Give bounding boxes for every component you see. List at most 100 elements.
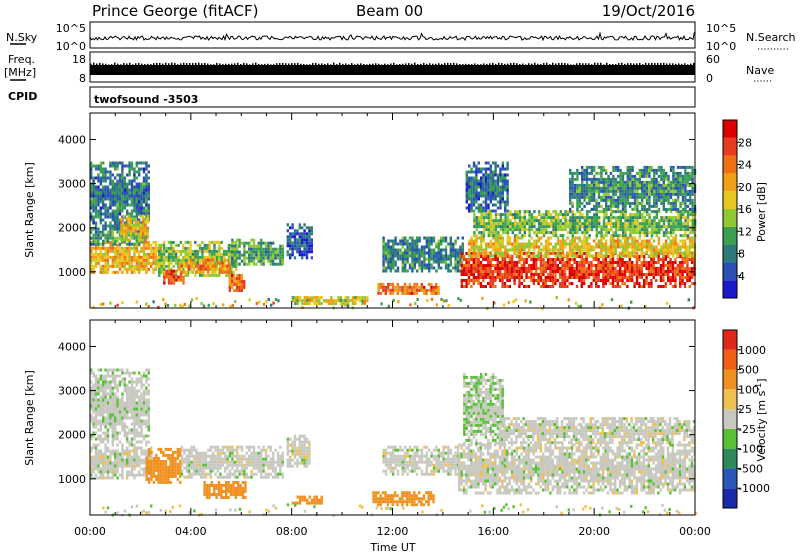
power-cell bbox=[555, 219, 557, 222]
power-cell bbox=[209, 265, 211, 268]
power-cell bbox=[567, 255, 569, 258]
power-cell bbox=[583, 282, 585, 285]
power-cell bbox=[648, 213, 650, 216]
power-cell bbox=[490, 234, 492, 237]
freq-tick bbox=[606, 63, 608, 66]
power-cell bbox=[440, 237, 442, 240]
power-cell bbox=[148, 204, 150, 207]
power-cell bbox=[617, 187, 619, 190]
power-cell bbox=[588, 199, 590, 202]
power-cell bbox=[390, 246, 392, 249]
power-cell bbox=[116, 247, 118, 250]
power-cell bbox=[468, 273, 470, 276]
power-cell bbox=[142, 218, 144, 221]
power-cell bbox=[653, 169, 655, 172]
power-cell bbox=[487, 189, 489, 192]
power-cell bbox=[617, 190, 619, 193]
power-cell bbox=[672, 279, 674, 282]
power-cell bbox=[480, 216, 482, 219]
power-cell bbox=[213, 244, 215, 247]
power-cell bbox=[450, 255, 452, 258]
power-cell bbox=[392, 255, 394, 258]
power-cell bbox=[506, 255, 508, 258]
power-cell bbox=[114, 177, 116, 180]
power-cell bbox=[270, 254, 272, 257]
power-cell bbox=[394, 264, 396, 267]
power-cell bbox=[416, 270, 418, 273]
power-cell bbox=[238, 242, 240, 245]
power-cell bbox=[569, 222, 571, 225]
freq-tick bbox=[147, 64, 149, 66]
freq-tick bbox=[537, 64, 539, 66]
freq-tick bbox=[612, 64, 614, 65]
power-cell bbox=[583, 205, 585, 208]
power-cell bbox=[665, 264, 667, 267]
power-cell bbox=[170, 259, 172, 262]
power-cell bbox=[579, 219, 581, 222]
power-cell bbox=[260, 242, 262, 245]
power-cell bbox=[92, 204, 94, 207]
power-cell bbox=[648, 282, 650, 285]
power-cell bbox=[166, 270, 168, 273]
power-cell bbox=[543, 246, 545, 249]
power-cell bbox=[593, 264, 595, 267]
power-cell bbox=[180, 259, 182, 262]
power-cell bbox=[574, 240, 576, 243]
power-cell bbox=[617, 216, 619, 219]
power-cell bbox=[238, 263, 240, 266]
power-cell bbox=[487, 258, 489, 261]
power-cell bbox=[499, 192, 501, 195]
power-cell bbox=[100, 231, 102, 234]
power-cell bbox=[684, 252, 686, 255]
power-cell bbox=[564, 285, 566, 288]
power-cell bbox=[651, 184, 653, 187]
power-cell bbox=[631, 178, 633, 181]
power-cell bbox=[452, 249, 454, 252]
power-cell bbox=[475, 255, 477, 258]
power-cell bbox=[221, 268, 223, 271]
power-cell bbox=[499, 186, 501, 189]
power-cell bbox=[605, 282, 607, 285]
power-cell bbox=[555, 249, 557, 252]
power-cell bbox=[399, 286, 401, 289]
power-cell bbox=[487, 186, 489, 189]
power-cell bbox=[584, 219, 586, 222]
power-cell bbox=[238, 274, 240, 277]
power-cell bbox=[691, 255, 693, 258]
power-cell bbox=[140, 162, 142, 165]
power-cell bbox=[104, 180, 106, 183]
power-cell bbox=[311, 238, 313, 241]
power-cell bbox=[181, 268, 183, 271]
power-cell bbox=[253, 263, 255, 266]
power-cell bbox=[502, 177, 504, 180]
power-cell bbox=[641, 261, 643, 264]
power-cell bbox=[216, 253, 218, 256]
power-cell bbox=[124, 183, 126, 186]
power-cell bbox=[274, 257, 276, 260]
freq-tick bbox=[189, 63, 191, 66]
power-cell bbox=[487, 276, 489, 279]
freq-tick bbox=[261, 64, 263, 65]
power-cell bbox=[646, 243, 648, 246]
power-cell bbox=[143, 256, 145, 259]
power-cell bbox=[583, 267, 585, 270]
power-cell bbox=[423, 286, 425, 289]
power-cell bbox=[646, 181, 648, 184]
power-cell bbox=[183, 265, 185, 268]
power-cell bbox=[583, 264, 585, 267]
power-cell bbox=[142, 239, 144, 242]
power-cell bbox=[607, 252, 609, 255]
power-cell bbox=[140, 192, 142, 195]
power-cell bbox=[499, 174, 501, 177]
power-cell bbox=[627, 166, 629, 169]
power-cell bbox=[598, 252, 600, 255]
power-cell bbox=[624, 246, 626, 249]
power-cell bbox=[238, 239, 240, 242]
freq-tick bbox=[438, 63, 440, 65]
power-cell bbox=[482, 183, 484, 186]
power-cell bbox=[624, 264, 626, 267]
power-cell bbox=[605, 270, 607, 273]
power-cell bbox=[397, 252, 399, 255]
power-cell bbox=[636, 273, 638, 276]
power-cell bbox=[461, 261, 463, 264]
